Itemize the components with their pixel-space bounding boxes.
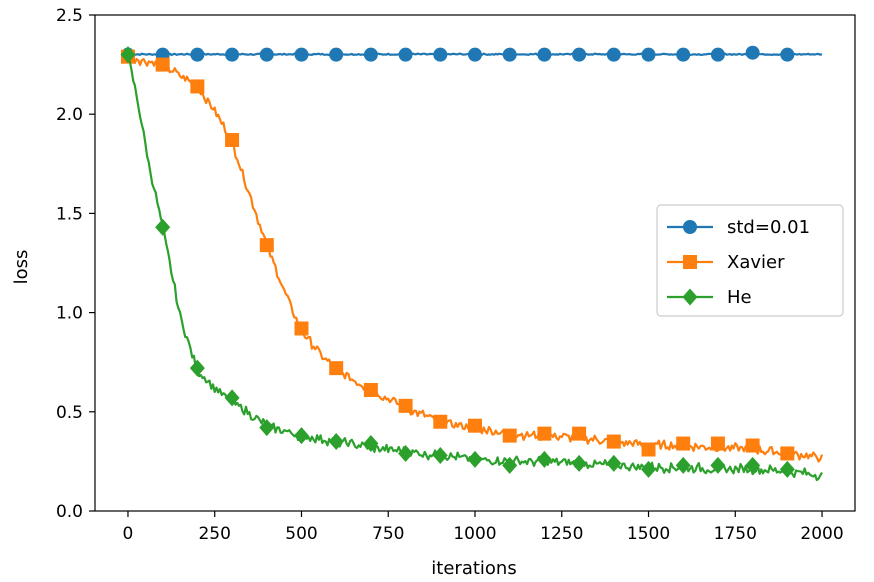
x-axis-title: iterations — [431, 558, 516, 579]
legend-label: std=0.01 — [727, 217, 810, 238]
data-point — [224, 389, 240, 407]
data-point — [293, 427, 309, 445]
data-point — [468, 418, 482, 433]
data-point — [363, 382, 378, 397]
x-tick-label: 500 — [285, 524, 317, 544]
data-point — [120, 46, 136, 64]
data-point — [779, 460, 795, 478]
data-point — [780, 446, 795, 461]
data-point — [190, 79, 205, 94]
data-point — [572, 426, 587, 441]
y-axis: 0.0 0.5 1.0 1.5 2.0 2.5 — [56, 6, 95, 522]
series-xavier — [120, 49, 824, 463]
data-point — [432, 446, 448, 464]
plot-area — [120, 45, 824, 482]
data-point — [502, 428, 517, 443]
legend-label: Xavier — [727, 252, 785, 273]
data-point — [398, 398, 413, 413]
data-point — [537, 47, 552, 62]
data-point — [606, 434, 621, 449]
data-point — [398, 47, 413, 62]
data-point — [745, 456, 761, 474]
data-point — [676, 47, 691, 62]
legend-marker — [682, 288, 698, 306]
x-tick-label: 1750 — [714, 524, 757, 544]
data-point — [710, 456, 726, 474]
data-point — [433, 47, 448, 62]
data-point — [606, 47, 621, 62]
data-point — [676, 436, 691, 451]
data-point — [745, 438, 760, 453]
y-tick-label: 1.5 — [56, 204, 83, 224]
x-tick-label: 250 — [198, 524, 230, 544]
data-point — [328, 433, 344, 451]
x-axis: 0 250 500 750 1000 1250 1500 1750 2000 — [123, 511, 844, 544]
data-point — [502, 456, 518, 474]
data-point — [467, 450, 483, 468]
y-tick-label: 2.5 — [56, 6, 83, 26]
y-tick-label: 0.0 — [56, 502, 83, 522]
data-point — [190, 47, 205, 62]
legend: std=0.01 Xavier He — [656, 204, 844, 317]
series-he — [120, 46, 823, 482]
y-tick-label: 0.5 — [56, 403, 83, 423]
series-std-0-01 — [120, 45, 823, 62]
data-point — [433, 414, 448, 429]
x-tick-label: 2000 — [800, 524, 843, 544]
legend-marker — [683, 255, 697, 269]
data-point — [294, 47, 309, 62]
data-point — [710, 47, 725, 62]
data-point — [536, 450, 552, 468]
x-tick-label: 1250 — [540, 524, 583, 544]
x-tick-label: 750 — [372, 524, 404, 544]
data-point — [537, 426, 552, 441]
data-point — [155, 57, 170, 72]
data-point — [155, 218, 171, 236]
data-point — [259, 47, 274, 62]
data-point — [606, 454, 622, 472]
x-tick-label: 1500 — [627, 524, 670, 544]
data-point — [641, 442, 656, 457]
y-tick-label: 2.0 — [56, 105, 83, 125]
data-point — [710, 436, 725, 451]
data-point — [189, 359, 205, 377]
data-point — [329, 361, 344, 376]
data-point — [745, 45, 760, 60]
legend-box — [656, 204, 844, 317]
data-point — [294, 321, 309, 336]
data-point — [571, 454, 587, 472]
data-point — [398, 444, 414, 462]
y-tick-label: 1.0 — [56, 304, 83, 324]
data-point — [502, 47, 517, 62]
data-point — [225, 132, 240, 147]
data-point — [780, 47, 795, 62]
data-point — [641, 47, 656, 62]
data-point — [225, 47, 240, 62]
y-axis-title: loss — [11, 250, 32, 285]
data-point — [641, 460, 657, 478]
legend-marker — [683, 220, 697, 234]
data-point — [572, 47, 587, 62]
data-point — [675, 456, 691, 474]
data-point — [468, 47, 482, 62]
data-point — [329, 47, 344, 62]
legend-label: He — [727, 287, 752, 308]
x-tick-label: 0 — [123, 524, 134, 544]
data-point — [259, 419, 275, 437]
x-tick-label: 1000 — [453, 524, 496, 544]
data-point — [363, 435, 379, 453]
data-point — [363, 47, 378, 62]
data-point — [259, 238, 274, 253]
